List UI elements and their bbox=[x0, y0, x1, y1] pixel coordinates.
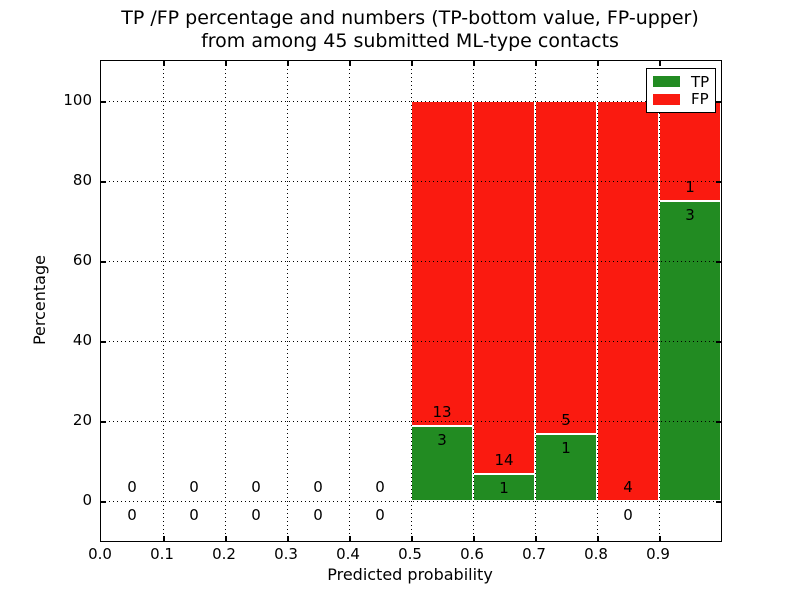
y-tick-label: 40 bbox=[72, 331, 92, 349]
legend-swatch-tp bbox=[653, 76, 680, 88]
y-tick-label: 0 bbox=[82, 491, 92, 509]
vertical-gridline bbox=[163, 61, 164, 541]
x-tick-mark-top bbox=[411, 61, 413, 66]
x-tick-mark-top bbox=[349, 61, 351, 66]
fp-count-label: 1 bbox=[685, 178, 695, 196]
x-tick-label: 0.5 bbox=[398, 545, 422, 563]
x-tick-mark-top bbox=[597, 61, 599, 66]
tp-bar-segment bbox=[473, 474, 535, 501]
legend-label: TP bbox=[691, 72, 710, 91]
x-tick-mark-top bbox=[163, 61, 165, 66]
legend-entry-tp: TP bbox=[653, 74, 709, 90]
y-tick-mark-right bbox=[716, 421, 721, 423]
chart-title-line-1: TP /FP percentage and numbers (TP-bottom… bbox=[121, 7, 699, 29]
x-tick-mark-bottom bbox=[163, 536, 165, 541]
tp-count-label: 1 bbox=[561, 439, 571, 458]
y-tick-mark-right bbox=[716, 341, 721, 343]
x-tick-label: 0.7 bbox=[522, 545, 546, 563]
fp-bar-segment bbox=[473, 101, 535, 475]
x-tick-label: 0.1 bbox=[150, 545, 174, 563]
y-tick-label: 60 bbox=[72, 251, 92, 269]
y-tick-mark-left bbox=[101, 181, 106, 183]
x-tick-label: 0.0 bbox=[88, 545, 112, 563]
y-tick-label: 80 bbox=[72, 171, 92, 189]
x-tick-label: 0.6 bbox=[460, 545, 484, 563]
x-tick-label: 0.2 bbox=[212, 545, 236, 563]
y-axis-label: Percentage bbox=[30, 255, 49, 346]
chart-title-line-2: from among 45 submitted ML-type contacts bbox=[201, 30, 619, 52]
tp-count-label: 3 bbox=[437, 431, 447, 449]
x-tick-mark-top bbox=[225, 61, 227, 66]
x-tick-label: 0.4 bbox=[336, 545, 360, 563]
x-tick-mark-bottom bbox=[659, 536, 661, 541]
fp-count-label: 4 bbox=[623, 478, 633, 496]
vertical-gridline bbox=[225, 61, 226, 541]
x-tick-mark-bottom bbox=[287, 536, 289, 541]
tp-count-label: 1 bbox=[499, 479, 509, 498]
tp-count-label: 0 bbox=[251, 506, 261, 524]
fp-count-label: 0 bbox=[313, 478, 323, 496]
legend-swatch-fp bbox=[653, 93, 680, 105]
y-tick-mark-right bbox=[716, 501, 721, 503]
x-tick-mark-top bbox=[287, 61, 289, 66]
y-tick-label: 100 bbox=[63, 91, 92, 109]
fp-bar-segment bbox=[597, 101, 659, 501]
x-tick-label: 0.9 bbox=[646, 545, 670, 563]
vertical-gridline bbox=[659, 61, 660, 541]
fp-count-label: 0 bbox=[375, 478, 385, 496]
x-tick-mark-bottom bbox=[225, 536, 227, 541]
fp-bar-segment bbox=[659, 101, 721, 201]
plot-area: 0 0 0 0 0 0 0 0 0 0 13 3 14 1 5 1 4 0 1 3 bbox=[100, 60, 722, 542]
tp-count-label: 0 bbox=[313, 506, 323, 524]
tp-count-label: 0 bbox=[127, 506, 137, 524]
fp-count-label: 0 bbox=[251, 478, 261, 496]
fp-count-label: 14 bbox=[494, 451, 514, 470]
fp-count-label: 0 bbox=[189, 478, 199, 496]
y-tick-mark-left bbox=[101, 341, 106, 343]
vertical-gridline bbox=[473, 61, 474, 541]
y-tick-mark-left bbox=[101, 501, 106, 503]
y-tick-label: 20 bbox=[72, 411, 92, 429]
x-tick-label: 0.8 bbox=[584, 545, 608, 563]
x-tick-mark-top bbox=[659, 61, 661, 66]
x-tick-mark-bottom bbox=[349, 536, 351, 541]
x-tick-mark-top bbox=[473, 61, 475, 66]
vertical-gridline bbox=[597, 61, 598, 541]
fp-bar-segment bbox=[411, 101, 473, 426]
legend-entry-fp: FP bbox=[653, 91, 709, 107]
y-tick-mark-right bbox=[716, 261, 721, 263]
vertical-gridline bbox=[287, 61, 288, 541]
vertical-gridline bbox=[535, 61, 536, 541]
y-tick-mark-left bbox=[101, 261, 106, 263]
fp-count-label: 5 bbox=[561, 411, 571, 430]
x-tick-mark-bottom bbox=[411, 536, 413, 541]
fp-bar-segment bbox=[535, 101, 597, 435]
fp-count-label: 13 bbox=[432, 403, 452, 421]
x-tick-label: 0.3 bbox=[274, 545, 298, 563]
y-tick-mark-right bbox=[716, 181, 721, 183]
tp-bar-segment bbox=[659, 201, 721, 501]
x-axis-label: Predicted probability bbox=[327, 565, 493, 584]
x-tick-mark-bottom bbox=[473, 536, 475, 541]
y-tick-mark-left bbox=[101, 421, 106, 423]
tp-count-label: 0 bbox=[623, 506, 633, 524]
y-tick-mark-right bbox=[716, 101, 721, 103]
vertical-gridline bbox=[411, 61, 412, 541]
x-tick-mark-bottom bbox=[535, 536, 537, 541]
tp-count-label: 0 bbox=[375, 506, 385, 524]
y-tick-mark-left bbox=[101, 101, 106, 103]
tp-count-label: 3 bbox=[685, 206, 695, 224]
legend-label: FP bbox=[691, 90, 709, 109]
legend: TP FP bbox=[646, 68, 716, 113]
x-tick-mark-top bbox=[535, 61, 537, 66]
fp-count-label: 0 bbox=[127, 478, 137, 496]
tp-count-label: 0 bbox=[189, 506, 199, 524]
x-tick-mark-bottom bbox=[597, 536, 599, 541]
vertical-gridline bbox=[349, 61, 350, 541]
